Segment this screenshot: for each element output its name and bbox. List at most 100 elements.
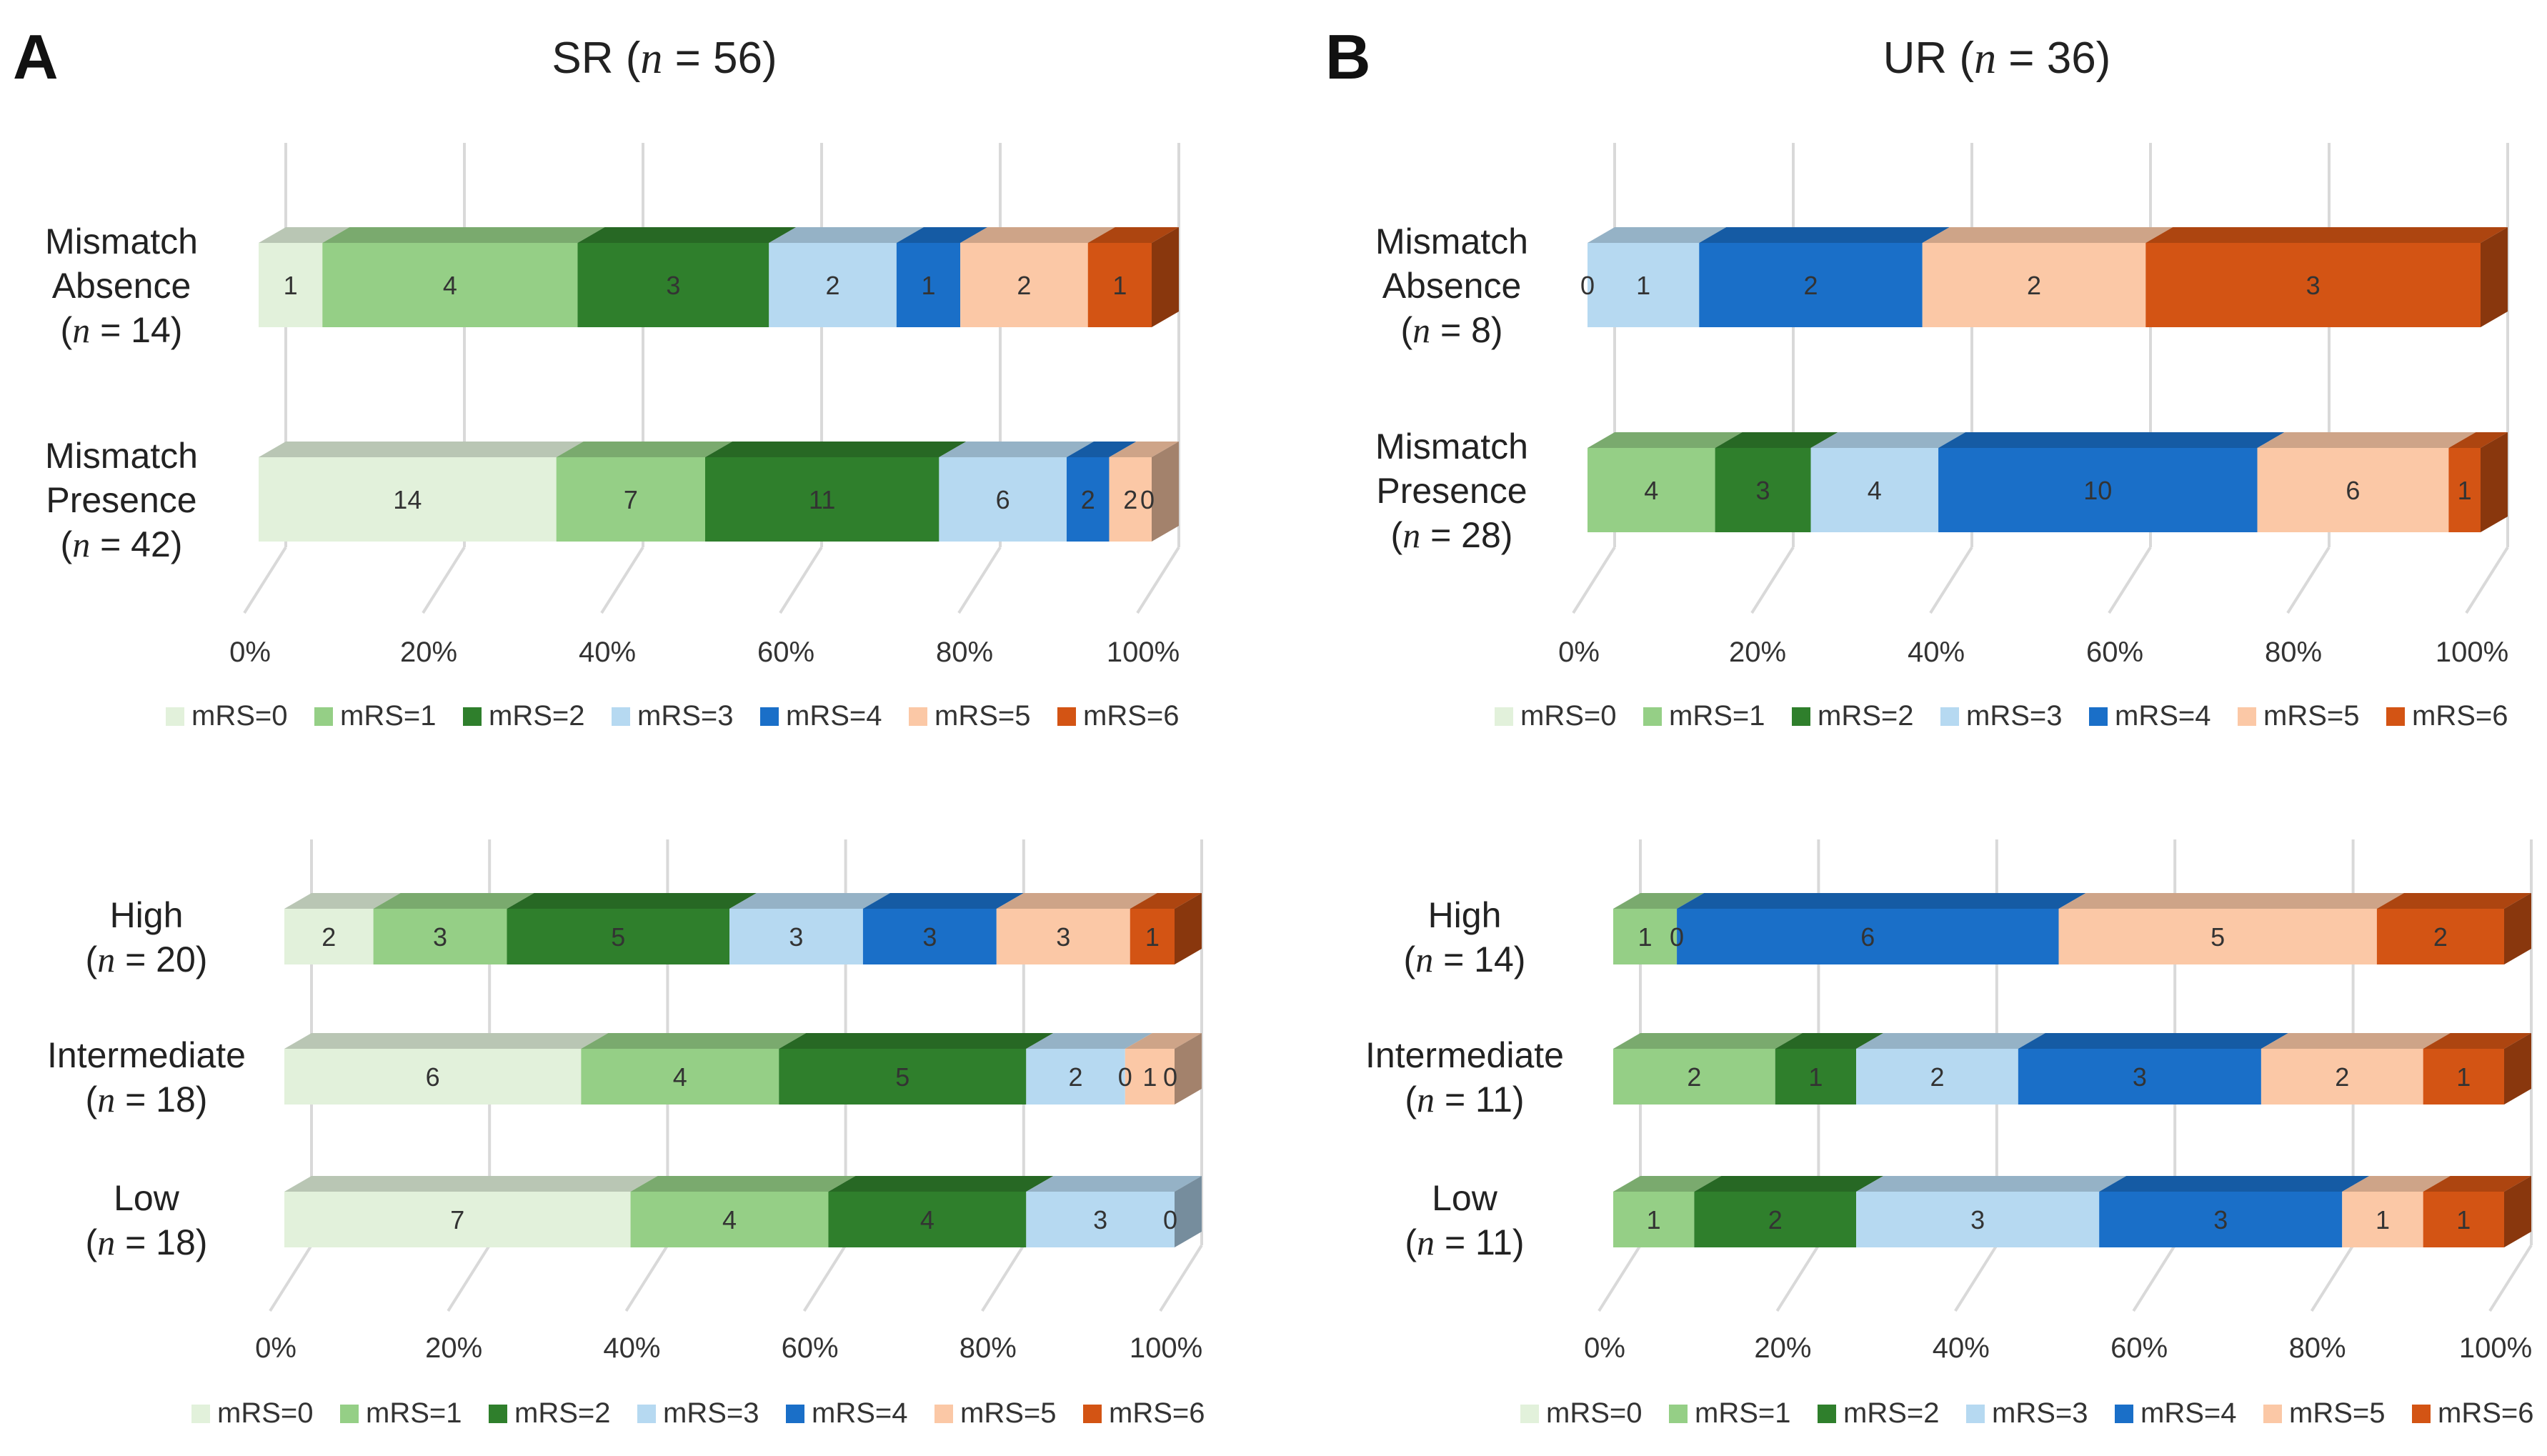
bar-segment — [1125, 1049, 1175, 1105]
bar-segment — [1087, 243, 1152, 327]
x-tick-label: 20% — [425, 1332, 482, 1364]
bar-segment — [1130, 909, 1175, 964]
bar-segment-top — [2423, 1033, 2531, 1049]
bar-row: 14 7 11 6 2 2 0 — [259, 442, 1179, 542]
bar-segment — [996, 909, 1130, 964]
gridline-floor — [1572, 546, 1616, 614]
bar-segment-top — [939, 442, 1094, 457]
bar-segment-top — [1715, 432, 1838, 448]
bar-segment-top — [1026, 1176, 1202, 1192]
x-tick-label: 80% — [960, 1332, 1017, 1364]
x-tick-label: 0% — [1558, 637, 1600, 668]
legend-label: mRS=3 — [663, 1397, 759, 1429]
category-label: (n = 11) — [1405, 1222, 1524, 1262]
legend-swatch — [909, 707, 927, 726]
category-label: (n = 18) — [86, 1222, 208, 1262]
bar-segment — [1066, 457, 1110, 542]
x-tick-label: 0% — [255, 1332, 296, 1364]
bar-segment — [960, 243, 1088, 327]
x-tick-label: 20% — [1754, 1332, 1811, 1364]
bar-segment-top — [2448, 432, 2508, 448]
legend-label: mRS=0 — [1546, 1397, 1643, 1429]
category-label: Mismatch — [1375, 427, 1528, 467]
bar-value-label: 3 — [1093, 1205, 1107, 1235]
bar-segment-top — [1677, 893, 2086, 909]
legend-swatch — [2115, 1405, 2133, 1423]
bar-segment-top — [1026, 1033, 1152, 1049]
bar-segment-top — [2145, 227, 2508, 243]
bar-segment-top — [1125, 1033, 1202, 1049]
bar-value-label: 3 — [1756, 476, 1770, 505]
bar-value-label: 1 — [2376, 1205, 2390, 1235]
gridline-floor — [1136, 546, 1180, 614]
legend-label: mRS=1 — [366, 1397, 462, 1429]
bar-value-label: 0 — [1163, 1205, 1177, 1235]
chart-A-top: A SR (n = 56)0% 20% 40% 60% 80% 100%1 4 3 2 1 2 1Mis… — [13, 21, 1180, 732]
bar-segment — [779, 1049, 1027, 1105]
bar-segment-top — [996, 893, 1157, 909]
bar-value-label: 2 — [322, 922, 336, 952]
bar-value-label: 6 — [1860, 922, 1875, 952]
legend-label: mRS=6 — [2412, 700, 2508, 732]
bar-value-label: 2 — [1069, 1062, 1083, 1092]
legend-label: mRS=0 — [1520, 700, 1617, 732]
bar-row: 1 4 3 2 1 2 1 — [259, 227, 1179, 327]
bar-segment — [1613, 909, 1678, 964]
gridline-floor — [2465, 546, 2509, 614]
legend-swatch — [166, 707, 184, 726]
bar-value-label: 0 — [1580, 271, 1595, 300]
bar-segment — [2145, 243, 2481, 327]
bar-segment — [2261, 1049, 2423, 1105]
x-tick-label: 40% — [579, 637, 636, 668]
bar-segment — [1587, 448, 1715, 532]
legend: mRS=0 mRS=1 mRS=2 mRS=3 mRS=4 mRS=5 mRS=6 — [191, 1397, 1205, 1429]
gridline-floor — [2488, 1244, 2533, 1312]
bar-value-label: 5 — [2210, 922, 2225, 952]
bar-segment — [1109, 457, 1152, 542]
bar-value-label: 0 — [1140, 485, 1155, 514]
bar-value-label: 0 — [1163, 1062, 1177, 1092]
bar-segment — [1587, 243, 1700, 327]
bar-segment — [939, 457, 1067, 542]
legend-swatch — [934, 1405, 953, 1423]
bar-segment — [259, 457, 557, 542]
bar-value-label: 1 — [1142, 1062, 1157, 1092]
bar-value-label: 1 — [2456, 1205, 2471, 1235]
bar-segment-top — [1109, 442, 1179, 457]
bar-segment-top — [705, 442, 967, 457]
legend-label: mRS=2 — [489, 700, 585, 732]
legend-label: mRS=2 — [514, 1397, 611, 1429]
bar-segment — [1715, 448, 1811, 532]
legend-swatch — [2412, 1405, 2431, 1423]
bar-value-label: 1 — [1145, 922, 1160, 952]
bar-value-label: 1 — [1638, 922, 1653, 952]
bar-segment — [705, 457, 939, 542]
bar-row: 1 2 3 3 1 1 — [1613, 1176, 2531, 1247]
bar-value-label: 4 — [673, 1062, 687, 1092]
bar-segment — [284, 909, 374, 964]
bar-segment-side — [2504, 893, 2531, 964]
bar-segment-top — [1066, 442, 1137, 457]
legend-swatch — [1057, 707, 1076, 726]
bar-value-label: 7 — [450, 1205, 464, 1235]
bar-segment-top — [1856, 1033, 2045, 1049]
category-label: Mismatch — [45, 221, 198, 261]
bar-value-label: 2 — [1123, 485, 1137, 514]
category-label: (n = 28) — [1391, 515, 1513, 555]
legend-label: mRS=5 — [2263, 700, 2360, 732]
gridline-floor — [269, 1244, 313, 1312]
legend-label: mRS=6 — [2438, 1397, 2534, 1429]
bar-segment-top — [1130, 893, 1202, 909]
bar-segment — [1613, 1192, 1695, 1247]
bar-segment — [1922, 243, 2146, 327]
bar-value-label: 3 — [433, 922, 447, 952]
bar-segment — [1856, 1049, 2018, 1105]
category-label: (n = 18) — [86, 1079, 208, 1120]
bar-value-label: 10 — [2083, 476, 2112, 505]
bar-segment-side — [2481, 227, 2508, 327]
category-label: High — [110, 895, 184, 935]
bar-segment-top — [581, 1033, 807, 1049]
chart-title: SR (n = 56) — [552, 34, 777, 83]
bar-segment — [284, 1049, 582, 1105]
